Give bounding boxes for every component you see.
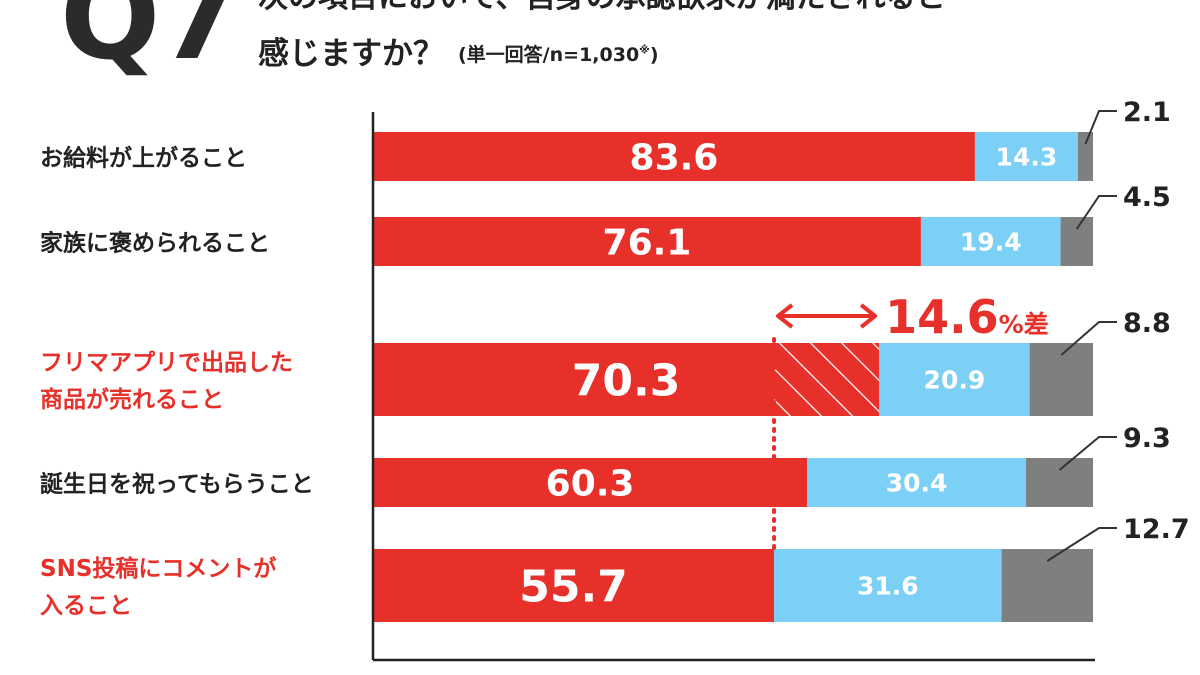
category-label-2-line-1: 家族に褒められること — [40, 230, 270, 257]
bar-4-red-label: 60.3 — [546, 463, 635, 504]
bar-2-gray-label: 4.5 — [1123, 182, 1171, 213]
bar-1-blue-segment — [974, 132, 1078, 181]
sample-note-close: ) — [649, 44, 659, 67]
category-label-4-line-1: 誕生日を祝ってもらうこと — [40, 471, 314, 498]
bar-5-blue-label: 31.6 — [857, 572, 919, 601]
bar-3-blue-segment — [879, 343, 1030, 416]
category-label-1-line-1: お給料が上がること — [40, 145, 247, 172]
bar-2-blue-segment — [920, 217, 1061, 266]
question-title-line1: 次の項目において、自身の承認欲求が満たされると — [258, 0, 946, 16]
category-label-3-line-2: 商品が売れること — [40, 386, 224, 413]
bar-5-red-label: 55.7 — [519, 561, 628, 612]
bar-3-gray-segment — [1029, 343, 1093, 416]
difference-arrow-head-right — [859, 303, 878, 329]
bar-1-gray-leader — [1084, 110, 1117, 145]
bar-4-gray-leader — [1058, 436, 1117, 471]
bar-3-gray-label: 8.8 — [1123, 308, 1171, 339]
difference-value: 14.6 — [885, 290, 999, 344]
bar-5-gray-leader — [1046, 527, 1117, 562]
category-label-5-line-2: 入ること — [40, 593, 132, 619]
bar-3-gray-leader — [1060, 321, 1117, 356]
bar-1-red-label: 83.6 — [630, 137, 719, 178]
bar-4-gray-segment — [1026, 458, 1093, 507]
difference-label: 14.6%差 — [885, 290, 1049, 344]
question-title-line2: 感じますか？ (単一回答/n=1,030※) — [258, 36, 659, 73]
bar-1-red-segment — [373, 132, 975, 181]
bar-5-red-segment — [373, 549, 775, 622]
bar-2-gray-leader — [1075, 195, 1117, 230]
category-label-3-line-1: フリマアプリで出品した — [40, 350, 293, 376]
difference-unit: %差 — [999, 310, 1049, 339]
bar-1-blue-label: 14.3 — [996, 143, 1058, 172]
question-title-text: 感じますか？ — [258, 36, 444, 72]
question-number: Q7 — [60, 0, 240, 86]
bar-4-gray-label: 9.3 — [1123, 423, 1171, 454]
sample-note: (単一回答/n=1,030※) — [458, 44, 659, 66]
bar-5-gray-segment — [1001, 549, 1093, 622]
bar-5-gray-label: 12.7 — [1123, 514, 1190, 545]
bar-1-gray-segment — [1077, 132, 1093, 181]
bar-4-blue-segment — [807, 458, 1027, 507]
bar-3-red-label: 70.3 — [572, 355, 681, 406]
category-label-5-line-1: SNS投稿にコメントが — [40, 555, 276, 582]
bar-2-gray-segment — [1060, 217, 1093, 266]
bar-2-red-label: 76.1 — [603, 222, 692, 263]
bar-3-blue-label: 20.9 — [924, 366, 986, 395]
bar-2-red-segment — [373, 217, 921, 266]
bar-1-gray-label: 2.1 — [1123, 97, 1171, 128]
bar-4-blue-label: 30.4 — [886, 469, 948, 498]
difference-hatched-area — [774, 343, 880, 416]
sample-note-text: (単一回答/n=1,030 — [458, 44, 640, 67]
bar-2-blue-label: 19.4 — [960, 228, 1022, 257]
bar-5-blue-segment — [774, 549, 1002, 622]
bar-4-red-segment — [373, 458, 808, 507]
sample-note-mark: ※ — [639, 43, 650, 57]
difference-arrow-head-left — [776, 303, 794, 329]
